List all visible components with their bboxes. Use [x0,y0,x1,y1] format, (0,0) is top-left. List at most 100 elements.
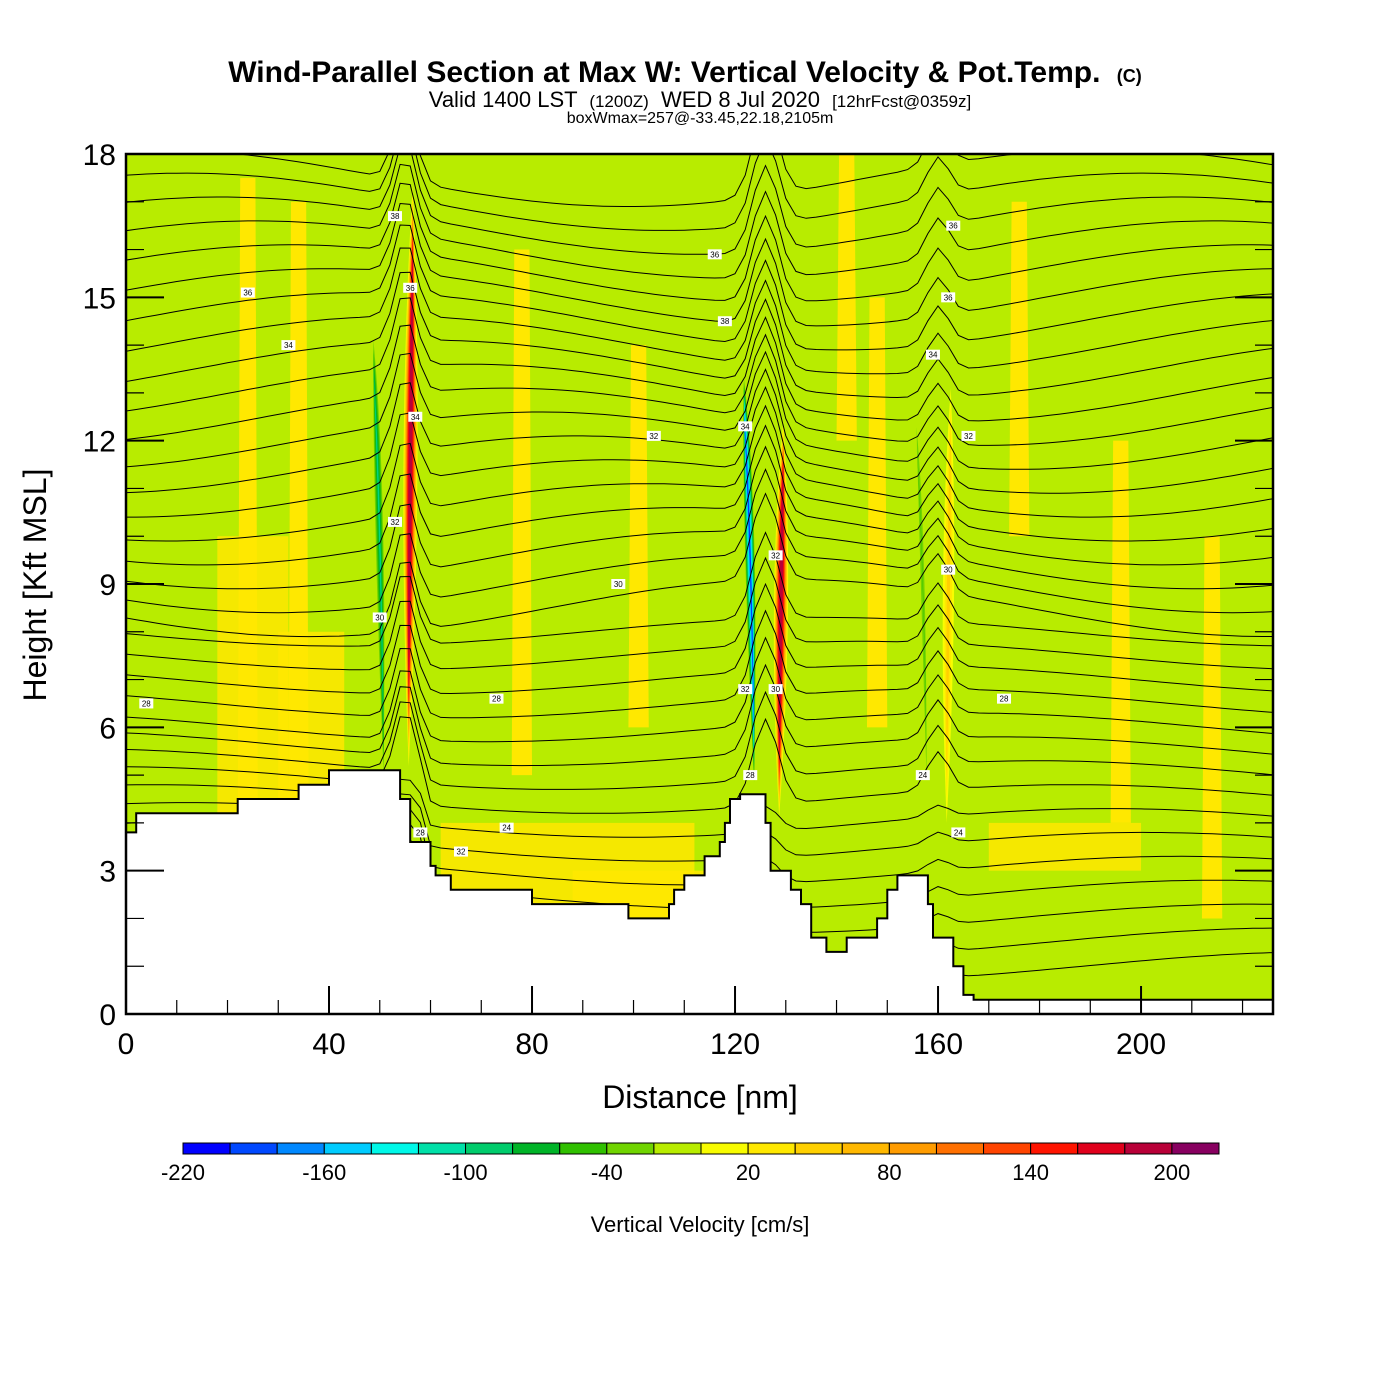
contour-label-text: 30 [375,613,384,622]
contour-label-text: 28 [1000,695,1009,704]
contour-label-text: 30 [614,580,623,589]
theta-contour-line [233,154,1273,207]
contour-label-bg [453,846,468,857]
theta-contour-line [126,424,1273,566]
contour-label: 38 [717,316,732,327]
contour-label: 24 [499,822,514,833]
contour-label-bg [738,421,753,432]
contour-label-text: 34 [284,341,293,350]
contour-label-bg [768,550,783,561]
contour-label-bg [925,349,940,360]
contour-label-text: 34 [411,413,420,422]
contour-label-bg [408,411,423,422]
contour-label-text: 28 [492,695,501,704]
contour-label-text: 36 [944,293,953,302]
chart-title: Wind-Parallel Section at Max W: Vertical… [228,56,1142,89]
contour-label-bg [281,340,296,351]
contour-label: 36 [707,249,722,259]
contour-label: 32 [387,516,402,527]
theta-contour-line [126,663,1273,767]
colorbar-bin [606,1142,655,1155]
contour-label-bg [387,516,402,527]
theta-contour-line [126,350,1273,470]
y-axis-label: Height [Kft MSL] [17,469,53,702]
contour-label: 28 [997,693,1012,704]
contour-label: 30 [372,612,387,623]
colorbar-label: Vertical Velocity [cm/s] [591,1212,810,1237]
contour-label: 36 [403,282,418,293]
theta-contour-line [126,368,1273,494]
contour-label-text: 38 [720,317,729,326]
contour-label-bg [372,612,387,623]
contour-label-text: 28 [142,699,151,708]
contour-label: 36 [946,220,961,231]
colorbar-bin [1124,1142,1173,1155]
y-tick-label: 0 [99,999,116,1032]
contour-label-bg [941,292,956,303]
y-tick-label: 12 [83,426,116,459]
contour-label: 32 [738,684,753,695]
updraft-streak [237,177,258,847]
contour-label-text: 24 [918,771,927,780]
contour-label: 34 [408,411,423,422]
terrain [126,769,1273,1014]
contour-label-text: 32 [964,432,973,441]
colorbar-bin [1030,1142,1079,1155]
contour-label-text: 38 [391,212,400,221]
theta-contour-line [126,404,1273,542]
downdraft-core-level [743,401,755,754]
contour-label-text: 36 [406,284,415,293]
contour-label: 24 [951,827,966,838]
contour-label-text: 32 [649,432,658,441]
y-tick-label: 3 [99,856,116,889]
contour-label-bg [499,822,514,833]
theta-contour-line [126,531,1273,647]
theta-contour-line [126,297,1273,422]
updraft-streak [628,345,649,728]
x-tick-label: 120 [710,1028,760,1061]
x-axis: 0 40 80 120 160 200 [118,986,1244,1061]
colorbar-tick-label: -100 [444,1160,488,1185]
colorbar-bin [747,1142,796,1155]
theta-contour-line [126,468,1273,614]
contour-label: 28 [139,698,154,709]
contour-label: 32 [453,846,468,857]
contour-label-bg [139,698,154,709]
contour-label-bg [961,430,976,441]
valid-date: WED 8 Jul 2020 [661,87,820,112]
colorbar-bin [323,1142,372,1155]
contour-label-text: 32 [771,551,780,560]
colorbar-bin [983,1142,1032,1155]
contour-label-bg [403,282,418,293]
colorbar-bin [1171,1142,1220,1155]
colorbar-tick-label: -160 [302,1160,346,1185]
contour-label-bg [717,316,732,327]
updraft-streak [836,154,857,441]
valid-time: Valid 1400 LST (1200Z) WED 8 Jul 2020 [1… [429,87,971,112]
contour-label: 30 [941,564,956,575]
contour-label-text: 24 [502,824,511,833]
downdraft-core-level [373,359,384,752]
x-tick-label: 160 [913,1028,963,1061]
theta-contour-line [126,582,1273,695]
contour-label-bg [646,430,661,441]
contour-label: 32 [961,430,976,441]
contour-label: 36 [941,292,956,303]
contour-labels: 36 34 28 38 36 34 32 30 28 32 24 28 30 32 36 38 34 32 32 30… [139,211,1012,857]
colorbar-bin [653,1142,702,1155]
contour-label-text: 28 [746,771,755,780]
colorbar-bin [1077,1142,1126,1155]
contour-label-text: 36 [710,250,719,259]
theta-contour-line [126,445,1273,590]
contour-label-text: 34 [741,422,750,431]
contour-label: 34 [738,421,753,432]
valid-utc: (1200Z) [589,92,649,111]
contour-label-bg [946,220,961,231]
updraft-streak [1201,536,1223,919]
theta-contour-line [126,386,1273,518]
contour-label-text: 32 [741,685,750,694]
contour-label: 32 [768,550,783,561]
colorbar-tick-label: 20 [736,1160,760,1185]
